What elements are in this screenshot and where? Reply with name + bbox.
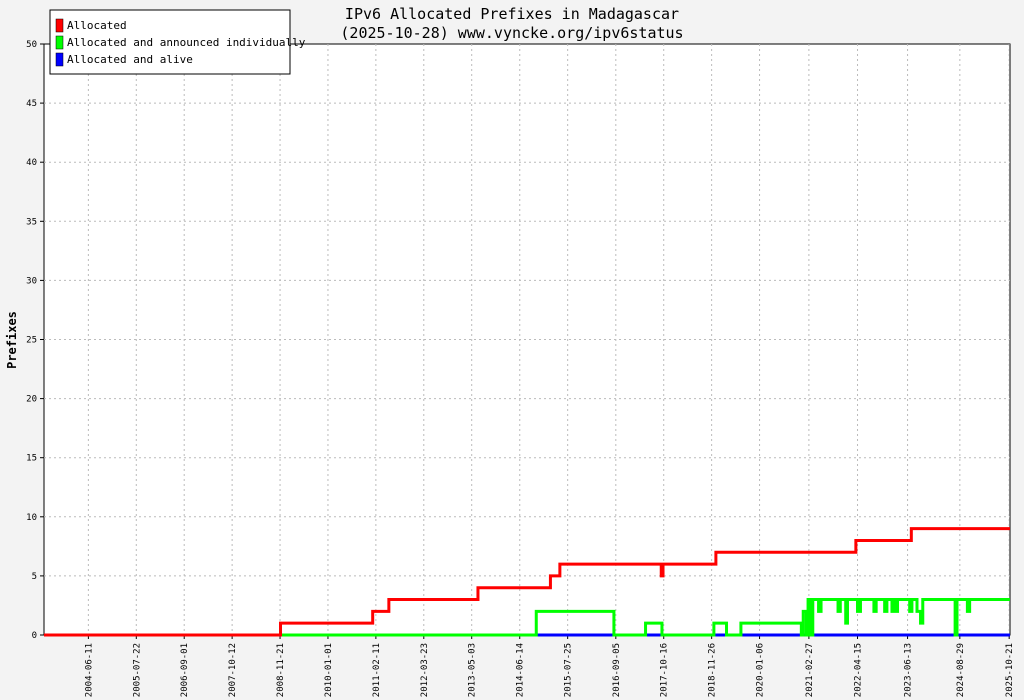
x-tick-label: 2025-10-21 (1005, 643, 1015, 697)
legend: Allocated Allocated and announced individ… (49, 9, 306, 75)
legend-label: Allocated and announced individually (67, 36, 306, 49)
y-axis-ticks: 0 5 10 15 20 25 30 35 40 45 50 (26, 40, 44, 641)
legend-swatch (55, 18, 64, 33)
series-line-1 (44, 598, 1010, 637)
x-tick-label: 2021-02-27 (805, 643, 815, 697)
y-tick-label: 0 (32, 631, 37, 641)
y-tick-label: 25 (26, 336, 37, 346)
x-tick-label: 2008-11-21 (276, 643, 286, 697)
x-tick-label: 2020-01-06 (756, 643, 766, 697)
x-tick-label: 2022-04-15 (854, 643, 864, 697)
x-tick-label: 2013-05-03 (468, 643, 478, 697)
x-tick-label: 2016-09-05 (612, 643, 622, 697)
x-tick-label: 2024-08-29 (956, 643, 966, 697)
chart-title: IPv6 Allocated Prefixes in Madagascar (345, 5, 679, 23)
x-tick-label: 2023-06-13 (904, 643, 914, 697)
y-tick-label: 30 (26, 276, 37, 286)
y-tick-label: 50 (26, 40, 37, 50)
chart-subtitle: (2025-10-28) www.vyncke.org/ipv6status (340, 24, 683, 42)
x-tick-label: 2017-10-16 (660, 643, 670, 697)
x-tick-label: 2007-10-12 (228, 643, 238, 697)
legend-box (49, 9, 291, 75)
x-tick-label: 2004-06-11 (84, 643, 94, 697)
grid (44, 44, 1010, 635)
x-axis-ticks: 2004-06-11 2005-07-22 2006-09-01 2007-10-12… (84, 635, 1015, 697)
series-line-0 (44, 527, 1010, 637)
x-tick-label: 2014-06-14 (516, 643, 526, 697)
y-tick-label: 15 (26, 454, 37, 464)
y-axis-label: Prefixes (5, 311, 19, 369)
y-tick-label: 45 (26, 99, 37, 109)
y-tick-label: 35 (26, 217, 37, 227)
y-tick-label: 5 (32, 572, 37, 582)
series-lines (44, 527, 1010, 637)
legend-label: Allocated and alive (67, 53, 193, 66)
x-tick-label: 2018-11-26 (708, 643, 718, 697)
y-tick-label: 20 (26, 395, 37, 405)
y-tick-label: 40 (26, 158, 37, 168)
legend-swatch (55, 35, 64, 50)
x-tick-label: 2005-07-22 (132, 643, 142, 697)
x-tick-label: 2011-02-11 (372, 643, 382, 697)
y-tick-label: 10 (26, 513, 37, 523)
x-tick-label: 2010-01-01 (324, 643, 334, 697)
x-tick-label: 2015-07-25 (564, 643, 574, 697)
x-tick-label: 2012-03-23 (420, 643, 430, 697)
x-tick-label: 2006-09-01 (180, 643, 190, 697)
legend-label: Allocated (67, 19, 127, 32)
legend-swatch (55, 52, 64, 67)
